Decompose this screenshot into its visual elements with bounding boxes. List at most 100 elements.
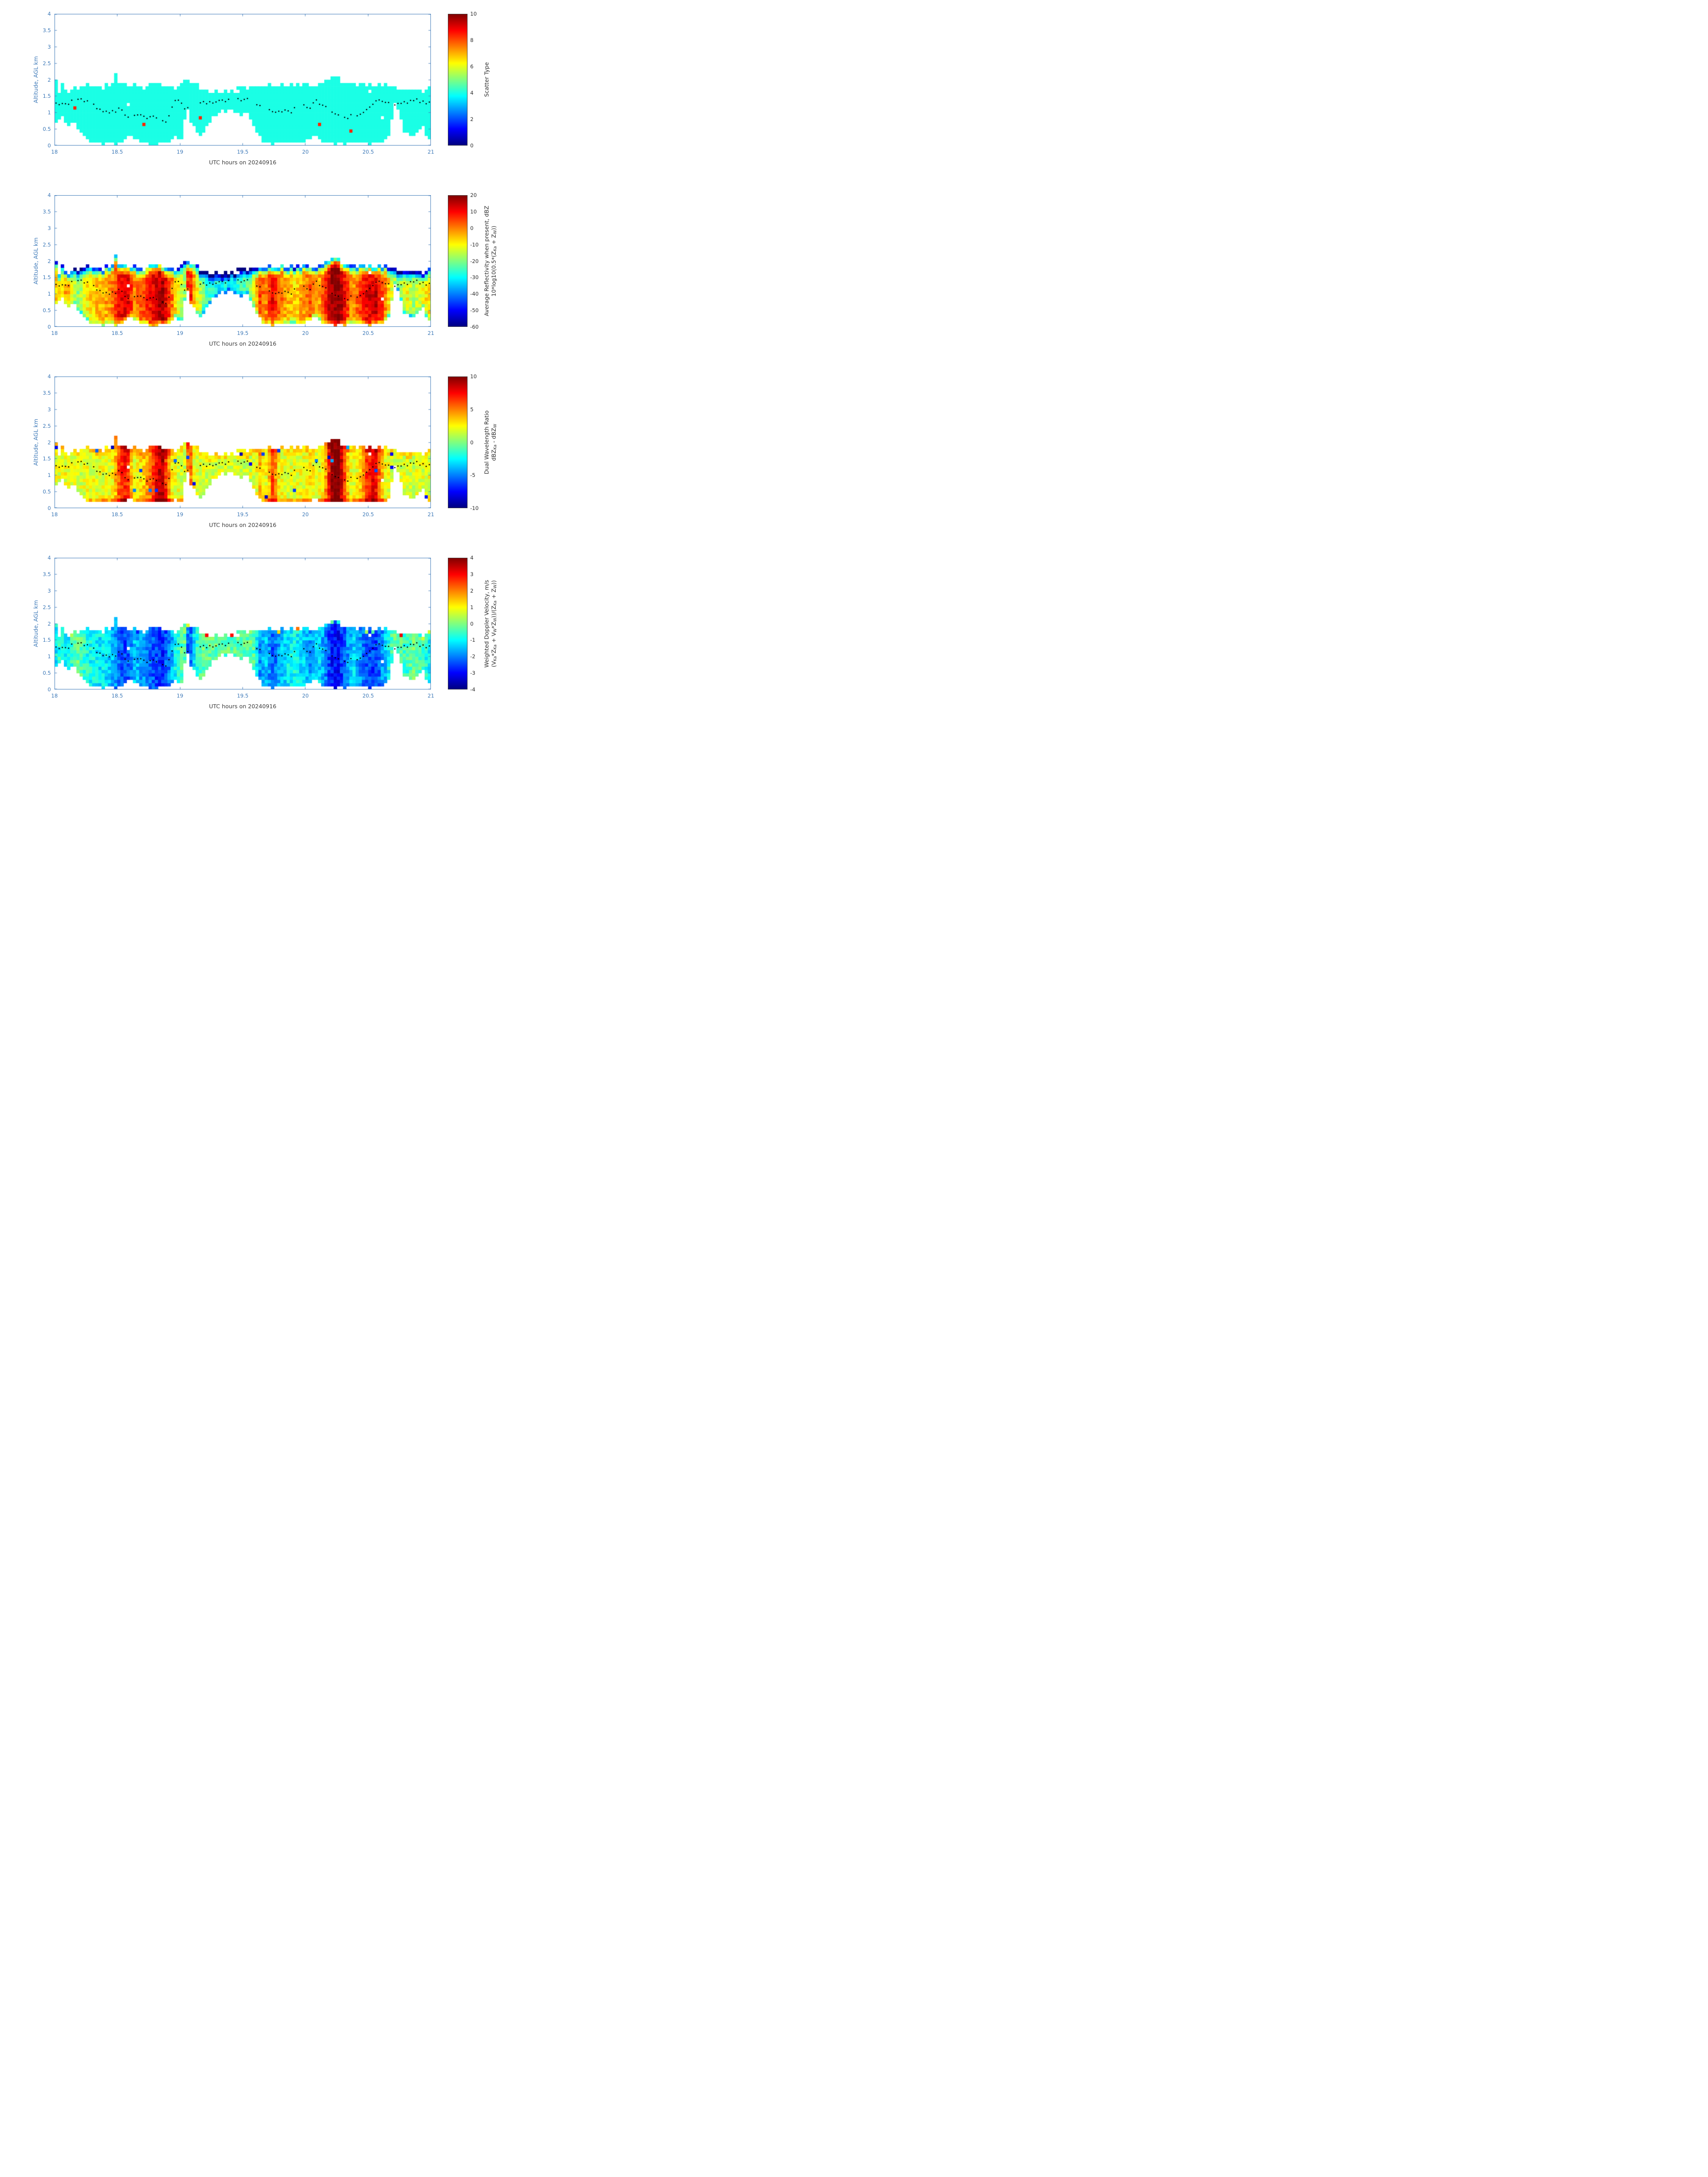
cbtick-label: 3 bbox=[470, 571, 474, 577]
ytick-label: 0 bbox=[47, 142, 51, 149]
panel-average-reflectivity: Altitude, AGL km Average Reflectivity wh… bbox=[0, 181, 569, 363]
ytick-label: 2 bbox=[47, 258, 51, 264]
xtick-label: 19 bbox=[176, 693, 184, 699]
cbtick-label: 10 bbox=[470, 373, 477, 380]
xtick-label: 18.5 bbox=[111, 693, 123, 699]
xtick-label: 20.5 bbox=[362, 693, 374, 699]
heatmap-canvas-velocity bbox=[54, 558, 431, 689]
cbtick-label: -20 bbox=[470, 258, 479, 264]
xtick-label: 18 bbox=[51, 149, 58, 155]
ytick-label: 0.5 bbox=[42, 126, 51, 133]
colorbar-label-line: Scatter Type bbox=[483, 62, 490, 97]
xtick-label: 18 bbox=[51, 693, 58, 699]
xtick-label: 18.5 bbox=[111, 330, 123, 336]
x-axis-label: UTC hours on 20240916 bbox=[209, 703, 277, 710]
xtick-label: 19.5 bbox=[237, 511, 249, 518]
ytick-label: 1 bbox=[47, 291, 51, 297]
x-axis-label: UTC hours on 20240916 bbox=[209, 522, 277, 528]
xtick-label: 19 bbox=[176, 149, 184, 155]
xtick-label: 19 bbox=[176, 330, 184, 336]
cbtick-label: -2 bbox=[470, 653, 476, 660]
ytick-label: 2.5 bbox=[42, 241, 51, 248]
cbtick-label: 0 bbox=[470, 439, 474, 446]
xtick-label: 19 bbox=[176, 511, 184, 518]
heatmap-canvas-dwr bbox=[54, 376, 431, 508]
cbtick-label: 4 bbox=[470, 555, 474, 561]
cbtick-label: 5 bbox=[470, 406, 474, 413]
radar-time-height-figure: Altitude, AGL km Scatter Type UTC hours … bbox=[0, 0, 569, 726]
ytick-label: 2.5 bbox=[42, 604, 51, 610]
ytick-label: 3.5 bbox=[42, 389, 51, 396]
panel-scatter-type: Altitude, AGL km Scatter Type UTC hours … bbox=[0, 0, 569, 181]
cbtick-label: 10 bbox=[470, 208, 477, 215]
ytick-label: 0.5 bbox=[42, 307, 51, 314]
xtick-label: 18 bbox=[51, 330, 58, 336]
cbtick-label: 2 bbox=[470, 587, 474, 594]
colorbar-label-line: 10*log10(0.5*(ZKa + ZW)) bbox=[490, 226, 498, 297]
xtick-label: 21 bbox=[427, 511, 434, 518]
colorbar-reflectivity bbox=[448, 195, 468, 327]
ytick-label: 3.5 bbox=[42, 27, 51, 33]
ytick-label: 0.5 bbox=[42, 489, 51, 495]
cbtick-label: -40 bbox=[470, 291, 479, 297]
panel-dual-wavelength-ratio: Altitude, AGL km Dual Wavelength Ratio dB… bbox=[0, 363, 569, 544]
xtick-label: 20 bbox=[302, 693, 309, 699]
cbtick-label: -30 bbox=[470, 274, 479, 281]
ytick-label: 1.5 bbox=[42, 455, 51, 462]
cbtick-label: 0 bbox=[470, 225, 474, 231]
ytick-label: 0 bbox=[47, 324, 51, 330]
xtick-label: 20.5 bbox=[362, 149, 374, 155]
xtick-label: 18 bbox=[51, 511, 58, 518]
cbtick-label: -5 bbox=[470, 472, 476, 479]
ytick-label: 4 bbox=[47, 192, 51, 198]
xtick-label: 20.5 bbox=[362, 511, 374, 518]
cbtick-label: -10 bbox=[470, 505, 479, 511]
ytick-label: 2 bbox=[47, 439, 51, 446]
x-axis-label: UTC hours on 20240916 bbox=[209, 340, 277, 347]
cbtick-label: 2 bbox=[470, 116, 474, 122]
cbtick-label: 10 bbox=[470, 11, 477, 17]
x-axis-label: UTC hours on 20240916 bbox=[209, 159, 277, 166]
cbtick-label: 4 bbox=[470, 90, 474, 96]
ytick-label: 1.5 bbox=[42, 637, 51, 643]
ytick-label: 2.5 bbox=[42, 60, 51, 67]
ytick-label: 3 bbox=[47, 225, 51, 231]
cbtick-label: -10 bbox=[470, 241, 479, 248]
colorbar-velocity bbox=[448, 558, 468, 689]
ytick-label: 3.5 bbox=[42, 208, 51, 215]
ytick-label: 2 bbox=[47, 76, 51, 83]
cbtick-label: -1 bbox=[470, 637, 476, 643]
ytick-label: 4 bbox=[47, 555, 51, 561]
panel-doppler-velocity: Altitude, AGL km Weighted Doppler Veloci… bbox=[0, 544, 569, 725]
ytick-label: 3.5 bbox=[42, 571, 51, 577]
xtick-label: 21 bbox=[427, 149, 434, 155]
cbtick-label: 0 bbox=[470, 142, 474, 149]
heatmap-canvas-scatter-type bbox=[54, 14, 431, 146]
cbtick-label: -50 bbox=[470, 307, 479, 314]
xtick-label: 18.5 bbox=[111, 511, 123, 518]
cbtick-label: 8 bbox=[470, 37, 474, 43]
ytick-label: 1.5 bbox=[42, 274, 51, 281]
ytick-label: 3 bbox=[47, 406, 51, 413]
cbtick-label: -3 bbox=[470, 670, 476, 677]
xtick-label: 20.5 bbox=[362, 330, 374, 336]
heatmap-canvas-reflectivity bbox=[54, 195, 431, 327]
cbtick-label: -4 bbox=[470, 686, 476, 693]
cbtick-label: 20 bbox=[470, 192, 477, 198]
colorbar-scatter-type bbox=[448, 14, 468, 146]
ytick-label: 2 bbox=[47, 620, 51, 627]
xtick-label: 20 bbox=[302, 511, 309, 518]
colorbar-label: Scatter Type bbox=[483, 14, 490, 146]
xtick-label: 19.5 bbox=[237, 330, 249, 336]
cbtick-label: -60 bbox=[470, 324, 479, 330]
ytick-label: 1.5 bbox=[42, 93, 51, 100]
ytick-label: 2.5 bbox=[42, 422, 51, 429]
ytick-label: 4 bbox=[47, 11, 51, 17]
ytick-label: 1 bbox=[47, 109, 51, 116]
ytick-label: 0 bbox=[47, 505, 51, 511]
xtick-label: 20 bbox=[302, 149, 309, 155]
colorbar-dwr bbox=[448, 376, 468, 508]
cbtick-label: 1 bbox=[470, 604, 474, 610]
colorbar-label-line: (VKa*ZKa + VW*ZW))/(ZKa + ZW)) bbox=[490, 580, 498, 667]
xtick-label: 19.5 bbox=[237, 149, 249, 155]
